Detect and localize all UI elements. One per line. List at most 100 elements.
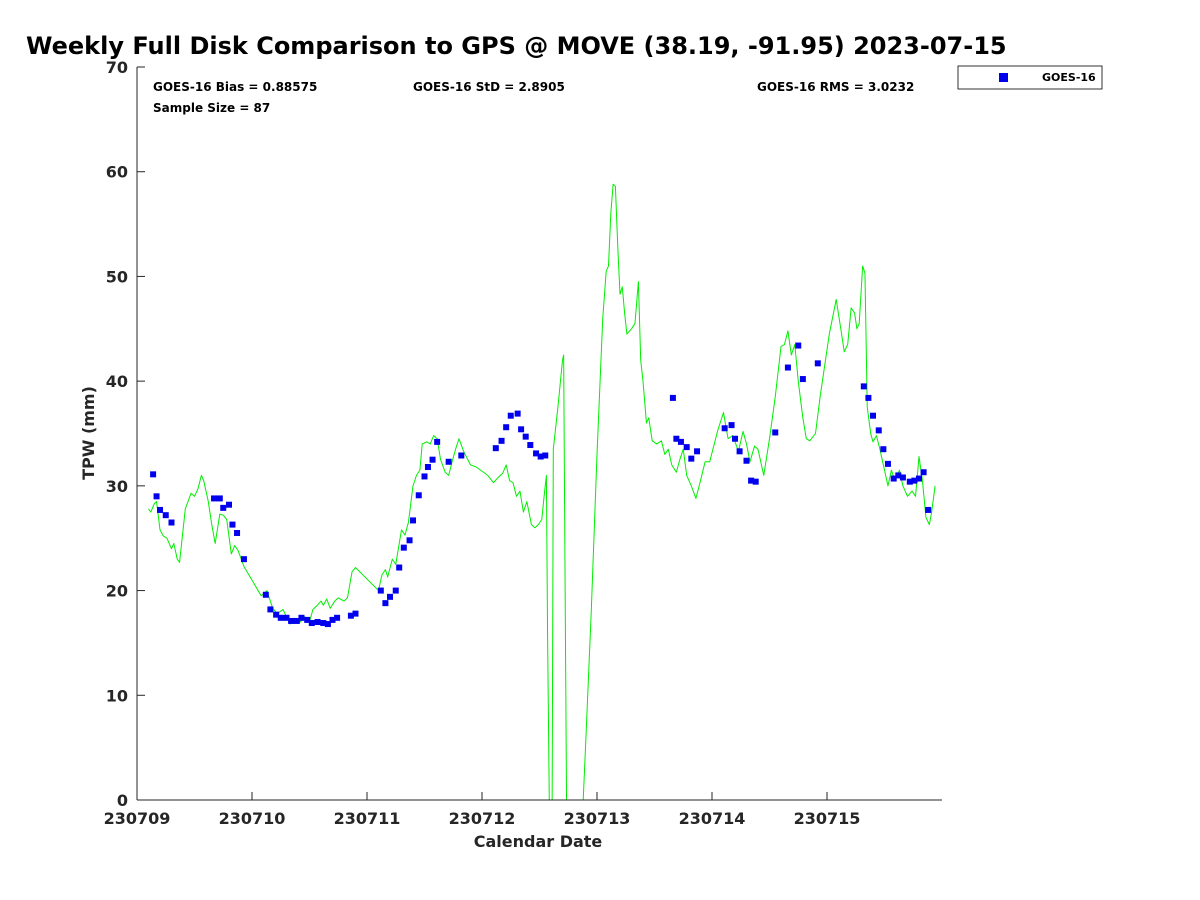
goes16-point: [673, 435, 680, 442]
y-tick-labels: 0 10 20 30 40 50 60 70: [106, 58, 128, 810]
goes16-point: [533, 450, 540, 457]
goes16-point: [216, 495, 223, 502]
goes16-point: [748, 477, 755, 484]
goes16-point: [498, 437, 505, 444]
goes16-point: [304, 616, 311, 623]
plot-frame: [137, 67, 942, 800]
legend-label-goes16: GOES-16: [1042, 71, 1096, 84]
goes16-point: [875, 427, 882, 434]
goes16-point: [911, 477, 918, 484]
goes16-point: [537, 453, 544, 460]
goes16-point: [920, 469, 927, 476]
goes16-point: [396, 564, 403, 571]
goes16-point: [865, 394, 872, 401]
goes16-point: [298, 614, 305, 621]
goes16-point: [153, 493, 160, 500]
goes16-point: [492, 445, 499, 452]
goes16-point: [694, 448, 701, 455]
goes16-point: [329, 616, 336, 623]
y-tick-label: 20: [106, 582, 128, 601]
goes16-point: [772, 429, 779, 436]
y-tick-label: 0: [117, 791, 128, 810]
plot-area: [136, 66, 942, 801]
goes16-point: [406, 537, 413, 544]
stat-sample-size: Sample Size = 87: [153, 101, 270, 115]
goes16-point: [503, 424, 510, 431]
goes16-point: [795, 342, 802, 349]
goes16-point: [890, 475, 897, 482]
y-tick-label: 40: [106, 372, 128, 391]
y-tick-label: 50: [106, 267, 128, 286]
x-tick-label: 230713: [564, 809, 631, 828]
goes16-point: [308, 620, 315, 627]
goes16-point: [229, 521, 236, 528]
goes16-point: [860, 383, 867, 390]
goes16-point: [234, 529, 241, 536]
goes16-point: [434, 438, 441, 445]
goes16-point: [400, 544, 407, 551]
x-tick-label: 230710: [219, 809, 286, 828]
goes16-point: [211, 495, 218, 502]
goes16-point: [518, 426, 525, 433]
goes16-point: [732, 435, 738, 442]
stat-bias: GOES-16 Bias = 0.88575: [153, 80, 317, 94]
goes16-point: [226, 501, 232, 508]
goes16-point: [784, 364, 791, 371]
legend: GOES-16: [957, 65, 1103, 90]
goes16-point: [522, 433, 529, 440]
y-tick-label: 10: [106, 686, 128, 705]
x-tick-label: 230715: [794, 809, 861, 828]
goes16-point: [283, 614, 290, 621]
x-tick-labels: 230709 230710 230711 230712 230713 230714 2307…: [104, 809, 861, 828]
goes16-point: [320, 620, 327, 627]
goes16-point: [415, 492, 422, 499]
goes16-point: [814, 360, 821, 367]
goes16-point: [514, 410, 521, 417]
goes16-point: [743, 457, 750, 464]
goes16-point: [314, 618, 321, 625]
goes16-point: [721, 425, 728, 432]
goes16-point: [421, 473, 428, 480]
goes16-point: [424, 464, 431, 471]
stat-rms: GOES-16 RMS = 3.0232: [757, 80, 914, 94]
goes16-point: [880, 446, 887, 453]
goes16-point: [334, 614, 341, 621]
gps-tpw-line: [148, 183, 936, 801]
goes16-point: [410, 517, 416, 524]
goes16-point: [387, 593, 393, 600]
goes16-point: [677, 438, 684, 445]
goes16-point: [267, 606, 274, 613]
legend-box: [957, 65, 1103, 90]
goes16-point: [162, 512, 169, 519]
x-tick-label: 230714: [679, 809, 746, 828]
goes16-point: [542, 452, 549, 459]
goes16-point: [150, 471, 157, 478]
x-axis-label: Calendar Date: [474, 832, 603, 851]
goes16-point: [925, 506, 932, 513]
goes16-point: [688, 455, 695, 462]
goes16-point: [870, 412, 876, 419]
goes16-point: [382, 600, 389, 607]
goes16-point: [392, 587, 399, 594]
chart-title: Weekly Full Disk Comparison to GPS @ MOV…: [26, 32, 1007, 60]
goes16-point-layer: [150, 342, 932, 628]
y-tick-label: 70: [106, 58, 128, 77]
goes16-point: [799, 376, 806, 383]
goes16-point: [728, 422, 735, 429]
y-axis-label: TPW (mm): [79, 386, 98, 480]
stat-std: GOES-16 StD = 2.8905: [413, 80, 565, 94]
y-tick-label: 60: [106, 163, 128, 182]
goes16-point: [352, 610, 359, 617]
goes16-point: [445, 458, 452, 465]
x-tick-label: 230709: [104, 809, 171, 828]
goes16-point: [168, 519, 175, 526]
goes16-point: [669, 394, 676, 401]
goes16-point: [277, 614, 284, 621]
goes16-point: [288, 617, 295, 624]
legend-marker-goes16: [999, 73, 1008, 82]
goes16-point: [736, 448, 743, 455]
goes16-point: [429, 456, 436, 463]
goes16-point: [752, 478, 759, 485]
goes16-point: [458, 452, 465, 459]
